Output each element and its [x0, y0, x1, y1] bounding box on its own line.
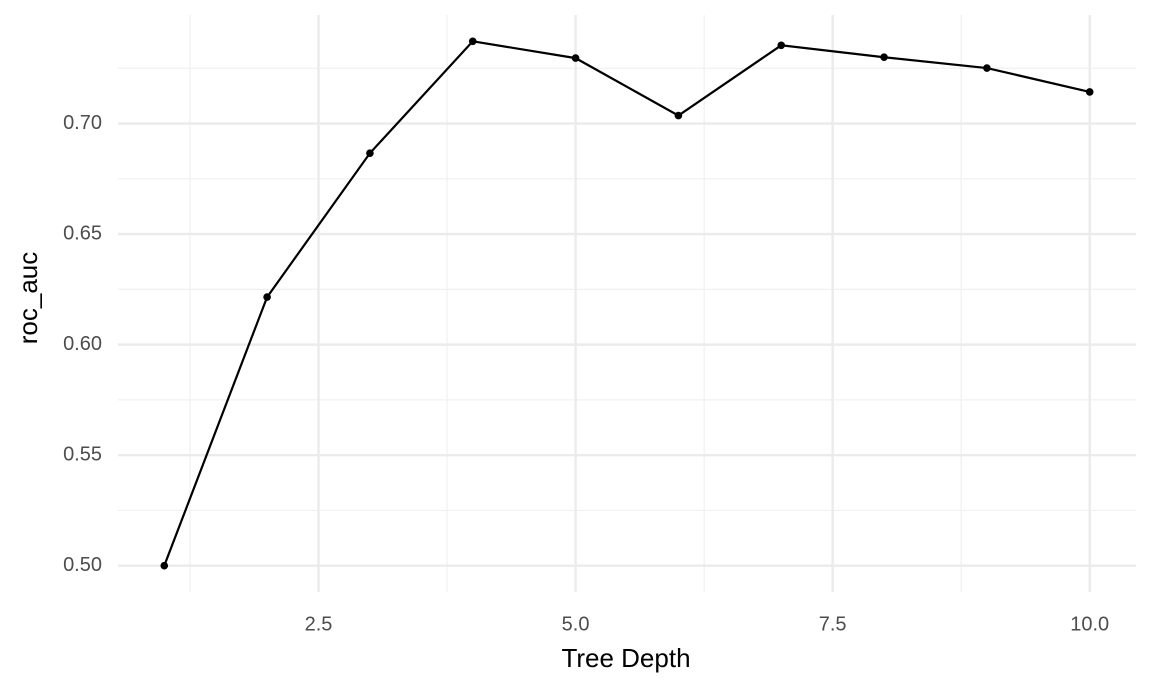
point: [983, 64, 991, 72]
x-tick-label: 10.0: [1070, 613, 1109, 635]
line: [163, 40, 1090, 567]
point: [366, 149, 374, 157]
y-tick-label: 0.65: [63, 222, 102, 244]
y-tick-label: 0.70: [63, 112, 102, 134]
point: [674, 111, 683, 120]
x-tick-label: 2.5: [305, 613, 333, 635]
point: [880, 53, 888, 62]
x-tick-label: 5.0: [562, 613, 590, 635]
point: [1085, 88, 1094, 96]
point: [777, 41, 786, 50]
point: [468, 37, 477, 46]
point: [571, 54, 580, 62]
point: [263, 293, 271, 301]
y-axis-title: roc_auc: [13, 252, 43, 345]
point: [160, 561, 169, 570]
y-tick-label: 0.50: [63, 554, 102, 576]
x-axis-title: Tree Depth: [561, 643, 690, 673]
y-tick-label: 0.60: [63, 333, 102, 355]
y-tick-label: 0.55: [63, 443, 102, 465]
x-tick-label: 7.5: [819, 613, 847, 635]
